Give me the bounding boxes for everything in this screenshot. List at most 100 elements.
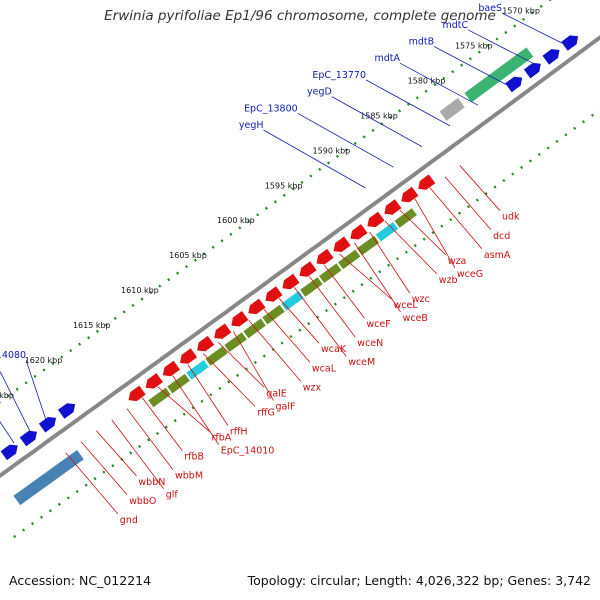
feature-block-2 bbox=[185, 359, 210, 381]
forward-leader-line bbox=[467, 29, 535, 65]
reverse-leader-line bbox=[293, 286, 347, 357]
feature-block-8 bbox=[299, 276, 324, 298]
steel-feature-block bbox=[12, 449, 85, 506]
scale-tick-label: 1580 kbp bbox=[408, 77, 446, 86]
forward-gene-label: EpC_13770 bbox=[312, 70, 366, 81]
reverse-leader-line bbox=[414, 198, 456, 269]
feature-block-5 bbox=[242, 317, 267, 339]
reverse-gene-label: wza bbox=[448, 256, 467, 267]
map-title: Erwinia pyrifoliae Ep1/96 chromosome, co… bbox=[104, 8, 496, 24]
forward-leader-line bbox=[0, 421, 15, 444]
forward-gene-label: yegH bbox=[239, 120, 264, 131]
reverse-gene-13 bbox=[350, 224, 368, 240]
reverse-gene-0 bbox=[128, 385, 146, 402]
reverse-leader-line bbox=[399, 209, 447, 256]
forward-leader-line bbox=[365, 79, 451, 127]
reverse-gene-label: udk bbox=[502, 212, 520, 223]
reverse-gene-label: asmA bbox=[484, 250, 511, 261]
scale-tick-label: 1600 kbp bbox=[217, 216, 255, 225]
accession-label: Accession: NC_012214 bbox=[9, 573, 152, 588]
reverse-gene-label: galE bbox=[266, 388, 287, 399]
reverse-gene-16 bbox=[401, 186, 419, 203]
reverse-leader-line bbox=[278, 297, 320, 344]
reverse-gene-label: wzc bbox=[412, 294, 430, 305]
reverse-gene-label: rffH bbox=[230, 427, 248, 438]
forward-gene-label: EpC_13800 bbox=[244, 103, 298, 114]
scale-tick-label: 1575 kbp bbox=[455, 42, 493, 51]
scale-tick-label: 1590 kbp bbox=[313, 146, 351, 155]
topology-label: Topology: circular; Length: 4,026,322 bp… bbox=[247, 573, 591, 588]
reverse-leader-line bbox=[263, 309, 311, 363]
reverse-gene-label: wceB bbox=[403, 313, 428, 324]
chromosome-backbone bbox=[0, 34, 600, 479]
forward-gene-label: mdtC bbox=[442, 20, 468, 31]
forward-gene-label: baeS bbox=[478, 3, 502, 14]
gene-labels: baeS mdtC mdtB mdtA EpC_13770 yegD EpC_13800ye… bbox=[0, 3, 563, 526]
scale-tick-label: 1595 kbp bbox=[265, 181, 303, 190]
reverse-gene-label: EpC_14010 bbox=[221, 446, 275, 457]
reverse-gene-label: wceG bbox=[457, 269, 483, 280]
feature-block-7 bbox=[280, 290, 305, 312]
feature-block-10 bbox=[337, 248, 362, 270]
reverse-leader-line bbox=[111, 419, 165, 489]
reverse-gene-10 bbox=[299, 261, 317, 277]
reverse-leader-line bbox=[339, 253, 392, 300]
reverse-leader-line bbox=[96, 430, 137, 477]
reverse-gene-2 bbox=[162, 360, 180, 377]
reverse-leader-line bbox=[248, 320, 302, 382]
forward-gene-label: yegD bbox=[307, 87, 332, 98]
reverse-gene-label: rfbA bbox=[212, 433, 232, 444]
reverse-leader-line bbox=[126, 408, 174, 470]
forward-leader-line bbox=[501, 12, 563, 44]
feature-block-4 bbox=[223, 331, 248, 353]
forward-leader-line bbox=[263, 129, 366, 189]
reverse-gene-7 bbox=[248, 298, 266, 315]
forward-leader-line bbox=[25, 360, 47, 421]
inner-dotted-ring bbox=[13, 108, 600, 539]
reverse-gene-5 bbox=[214, 323, 232, 339]
scale-tick-label: 1615 kbp bbox=[73, 321, 111, 330]
reverse-leader-line bbox=[187, 364, 229, 426]
reverse-gene-14 bbox=[367, 211, 385, 228]
scale-tick-label: 1585 kbp bbox=[360, 112, 398, 121]
scale-tick-label: 1610 kbp bbox=[121, 286, 159, 295]
teal-feature-block bbox=[463, 46, 534, 104]
reverse-leader-line bbox=[444, 176, 492, 231]
forward-gene-5 bbox=[505, 76, 523, 93]
forward-leader-line bbox=[331, 96, 422, 147]
reverse-leader-line bbox=[65, 452, 119, 515]
reverse-gene-label: rffG bbox=[257, 408, 275, 419]
scale-ticks: 1570 kbp 1575 kbp 1580 kbp 1585 kbp 1590 kbp… bbox=[0, 7, 540, 400]
outer-dotted-ring bbox=[0, 0, 552, 404]
genome-rings bbox=[0, 0, 600, 539]
scale-tick-label: 1620 kbp bbox=[25, 356, 63, 365]
reverse-gene-label: wbbM bbox=[175, 471, 203, 482]
reverse-leader-line bbox=[308, 275, 356, 338]
reverse-leader-line bbox=[157, 386, 210, 432]
forward-leader-line bbox=[433, 46, 507, 85]
feature-block-11 bbox=[356, 235, 380, 256]
reverse-gene-label: dcd bbox=[493, 231, 510, 242]
reverse-leader-line bbox=[80, 441, 128, 496]
feature-block-0 bbox=[147, 387, 172, 408]
feature-block-1 bbox=[166, 373, 191, 395]
feature-block-12 bbox=[375, 221, 399, 243]
reverse-leader-line bbox=[429, 187, 483, 250]
reverse-leader-line bbox=[218, 342, 265, 388]
reverse-gene-9 bbox=[282, 273, 300, 290]
reverse-leader-line bbox=[141, 397, 183, 451]
reverse-leader-line bbox=[354, 242, 401, 313]
forward-gene-3 bbox=[38, 417, 57, 433]
forward-leader-line bbox=[297, 112, 394, 168]
reverse-gene-label: glf bbox=[166, 490, 179, 501]
forward-gene-label: mdtB bbox=[409, 37, 435, 48]
reverse-gene-17 bbox=[418, 174, 436, 190]
reverse-gene-label: wcaK bbox=[321, 344, 347, 355]
scale-tick-label: 1570 kbp bbox=[502, 7, 540, 16]
forward-gene-label: EpC_14080 bbox=[0, 350, 26, 361]
forward-gene-6 bbox=[523, 62, 541, 79]
scale-tick-label: 1605 kbp bbox=[169, 251, 207, 260]
reverse-leader-line bbox=[202, 353, 256, 407]
reverse-gene-label: wbbO bbox=[129, 496, 156, 507]
